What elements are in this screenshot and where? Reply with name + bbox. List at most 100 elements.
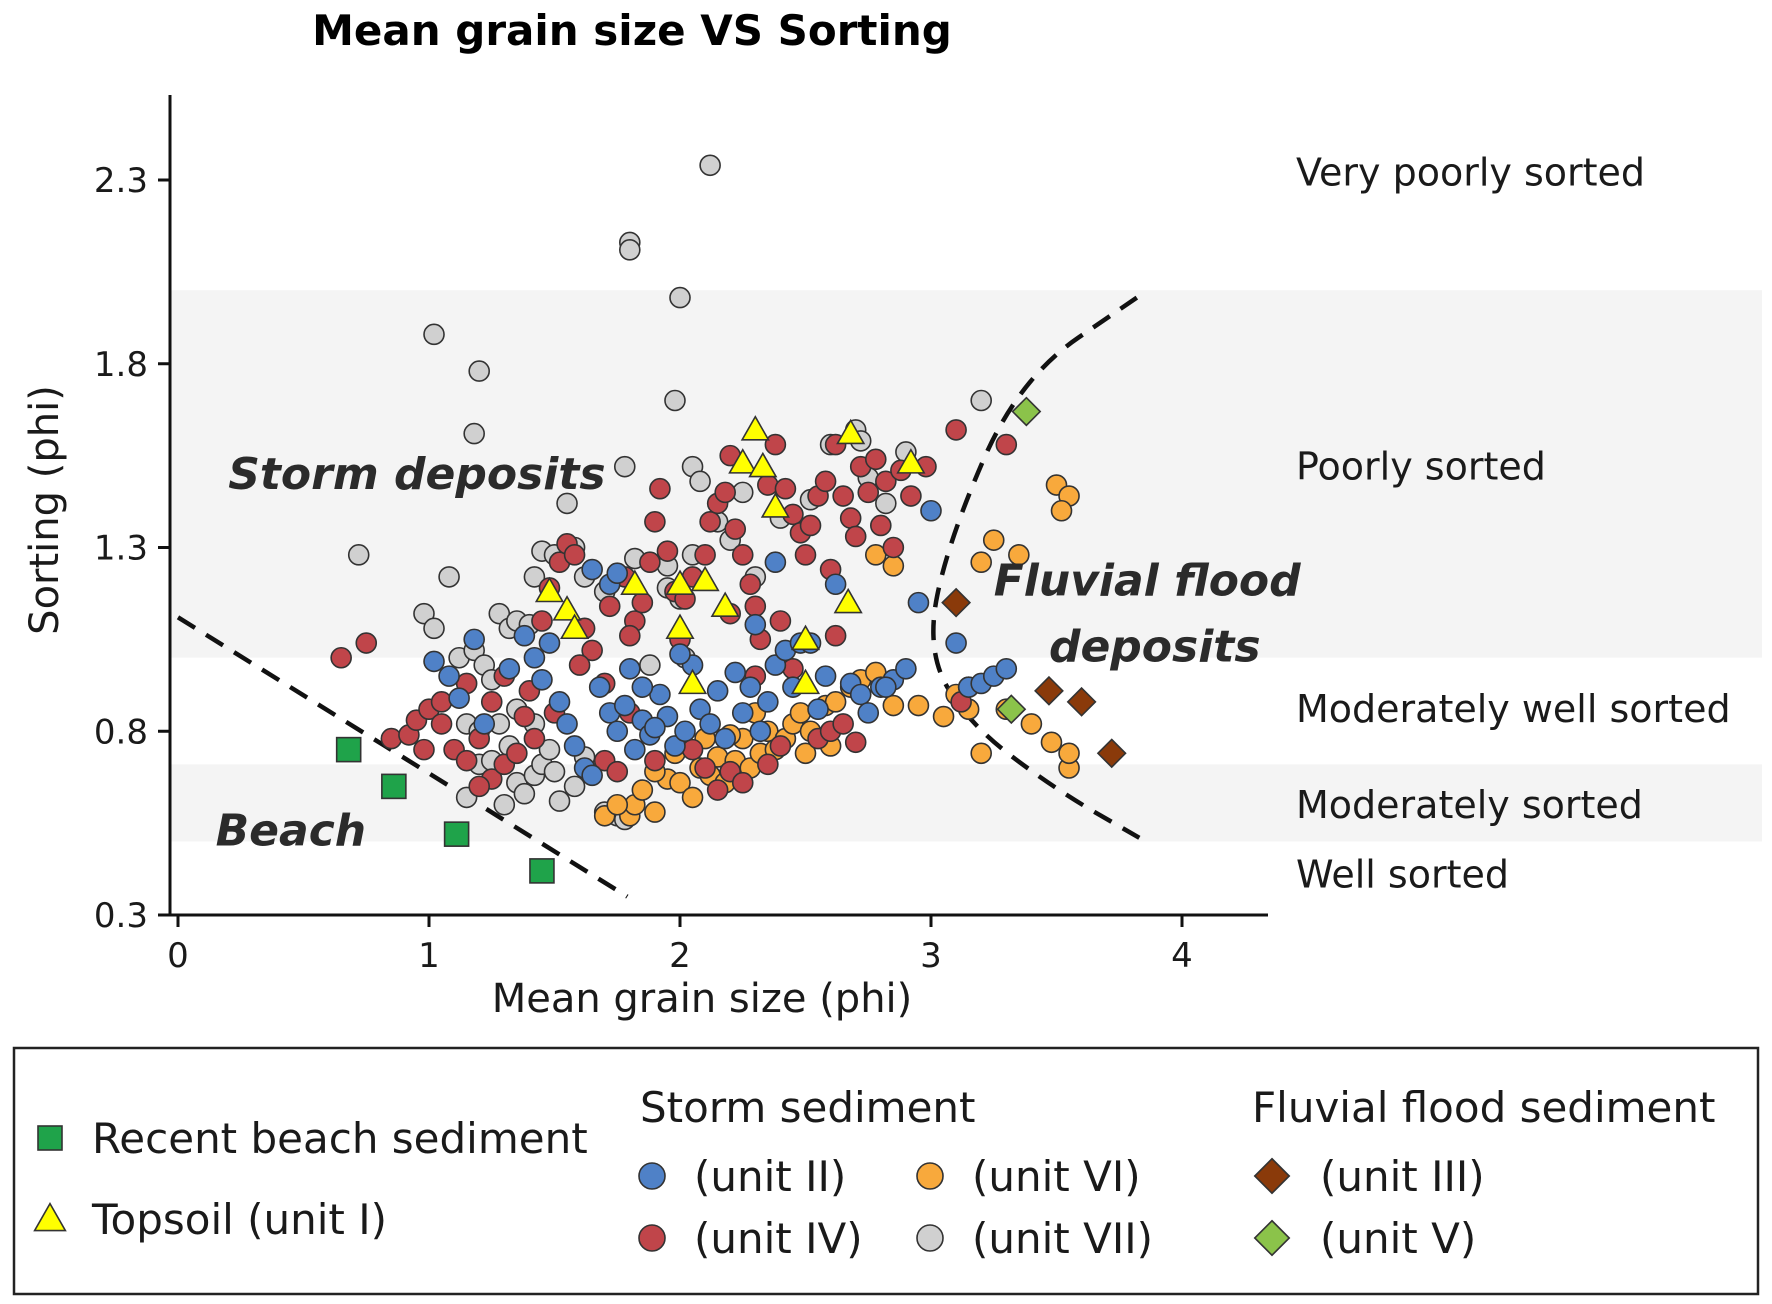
series-group [330, 419, 1018, 801]
legend-marker [638, 1224, 666, 1252]
data-point-unit-ii [857, 702, 880, 724]
data-point-unit-ii [556, 713, 578, 735]
data-point-unit-iv [844, 731, 867, 754]
data-point-unit-vii [493, 793, 516, 816]
data-point-unit-v [1011, 396, 1042, 427]
data-point-unit-ii [849, 683, 872, 706]
data-point-unit-iv [864, 448, 887, 471]
y-tick-label: 0.8 [94, 712, 148, 752]
data-point-unit-ii [895, 657, 917, 680]
data-point-unit-iv [814, 470, 837, 493]
beach-boundary [176, 615, 629, 899]
data-point-unit-ii [498, 657, 521, 680]
data-point-unit-iv [724, 518, 747, 540]
data-point-unit-ii [706, 680, 729, 702]
data-point-unit-vii [523, 566, 546, 588]
data-point-unit-ii [531, 668, 553, 691]
sorting-band [170, 841, 1762, 915]
series-group [534, 415, 926, 695]
legend-label: (unit V) [1320, 1214, 1476, 1263]
data-point-unit-vi [789, 702, 812, 724]
data-point-unit-ii [724, 661, 747, 684]
data-point-topsoil-unit-i [710, 591, 740, 618]
x-tick-label: 4 [1171, 936, 1193, 976]
data-point-unit-iv [563, 544, 586, 566]
data-point-unit-vi [681, 786, 704, 809]
data-point-unit-ii [581, 764, 603, 787]
data-point-unit-iv [995, 433, 1018, 456]
data-point-unit-vi [606, 793, 629, 816]
x-tick-label: 0 [167, 936, 189, 976]
data-point-unit-iv [844, 525, 867, 548]
data-point-unit-vi [907, 694, 930, 717]
data-point-unit-iv [757, 474, 779, 496]
data-point-unit-vi [882, 555, 905, 577]
data-point-unit-vi [631, 779, 654, 801]
band-label: Moderately sorted [1296, 783, 1643, 827]
data-point-unit-iv [799, 514, 822, 537]
annotations: Very poorly sorted Poorly sorted Moderatel… [216, 151, 1731, 897]
data-point-unit-iv [430, 713, 453, 735]
data-point-unit-iv [900, 485, 922, 507]
data-point-unit-iii [1034, 675, 1064, 706]
data-point-unit-ii [624, 738, 646, 761]
data-point-unit-ii [764, 654, 787, 676]
data-point-unit-iv [699, 510, 721, 533]
legend-label: Topsoil (unit I) [91, 1195, 387, 1244]
data-point-unit-ii [581, 558, 603, 581]
data-point-unit-vii [563, 775, 586, 798]
data-point-unit-vi [982, 529, 1005, 551]
axes: 0 1 2 3 4 0.3 0.8 1.3 1.8 2.3 [94, 95, 1268, 976]
data-point-unit-vi [1050, 499, 1073, 522]
data-point-unit-ii [618, 657, 641, 680]
legend-box [12, 1046, 1760, 1296]
data-point-recent-beach-sediment [443, 821, 470, 847]
data-point-unit-vi [882, 694, 905, 717]
data-point-unit-ii [814, 665, 837, 687]
data-point-topsoil-unit-i [790, 624, 821, 651]
legend: Storm sediment Fluvial flood sediment Re… [12, 1046, 1760, 1296]
data-point-unit-iv [869, 514, 892, 537]
data-point-unit-vi [1058, 742, 1080, 765]
data-point-topsoil-unit-i [740, 415, 770, 441]
data-point-unit-ii [945, 632, 967, 654]
data-point-unit-ii [739, 676, 762, 698]
data-point-unit-iv [832, 485, 854, 507]
legend-marker [916, 1224, 944, 1252]
data-point-unit-iv [513, 705, 536, 728]
data-point-unit-vii [423, 323, 445, 346]
legend-marker [638, 1162, 666, 1190]
data-point-unit-ii [807, 698, 829, 721]
data-point-topsoil-unit-i [620, 569, 650, 595]
data-point-unit-ii [664, 735, 686, 757]
y-tick-label: 1.3 [94, 529, 148, 569]
data-point-unit-vii [875, 492, 897, 515]
data-point-unit-iv [531, 610, 553, 632]
data-point-recent-beach-sediment [335, 736, 362, 763]
data-point-topsoil-unit-i [836, 418, 866, 445]
data-point-unit-iv [774, 477, 797, 500]
data-point-unit-vii [513, 782, 536, 805]
data-point-unit-iii [1066, 686, 1097, 717]
x-tick-label: 3 [920, 936, 942, 976]
data-point-unit-vii [423, 617, 445, 640]
data-point-unit-iii [1096, 738, 1127, 769]
data-point-unit-iv [839, 507, 862, 529]
data-point-unit-iv [757, 753, 779, 776]
data-point-unit-ii [644, 716, 666, 739]
data-point-unit-iv [714, 481, 736, 504]
data-point-unit-iii [941, 587, 972, 618]
y-tick-label: 1.8 [94, 345, 148, 385]
data-point-topsoil-unit-i [728, 448, 758, 474]
data-point-unit-iv [832, 713, 854, 735]
data-point-unit-vi [1020, 713, 1043, 735]
data-point-unit-iv [355, 632, 378, 654]
band-label: Well sorted [1296, 853, 1509, 897]
data-point-unit-iv [506, 742, 528, 765]
data-point-unit-ii [513, 624, 536, 647]
data-point-unit-v [996, 694, 1027, 725]
legend-label: (unit III) [1320, 1152, 1485, 1201]
data-point-topsoil-unit-i [665, 569, 695, 595]
series-group [941, 587, 1127, 769]
boundary-lines [176, 295, 1141, 899]
